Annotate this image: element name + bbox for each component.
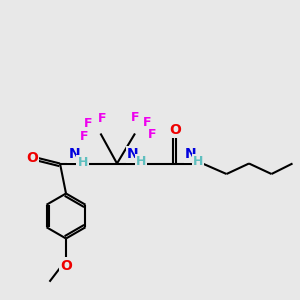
Text: F: F: [84, 116, 92, 130]
Text: F: F: [131, 111, 139, 124]
Text: F: F: [148, 128, 157, 142]
Text: H: H: [77, 155, 88, 169]
Text: O: O: [60, 259, 72, 272]
Text: F: F: [143, 116, 151, 129]
Text: O: O: [169, 123, 181, 137]
Text: H: H: [136, 155, 146, 168]
Text: N: N: [68, 148, 80, 161]
Text: H: H: [193, 155, 203, 168]
Text: N: N: [127, 148, 139, 161]
Text: O: O: [26, 151, 38, 164]
Text: F: F: [98, 112, 106, 125]
Text: N: N: [185, 148, 196, 161]
Text: F: F: [80, 130, 88, 143]
